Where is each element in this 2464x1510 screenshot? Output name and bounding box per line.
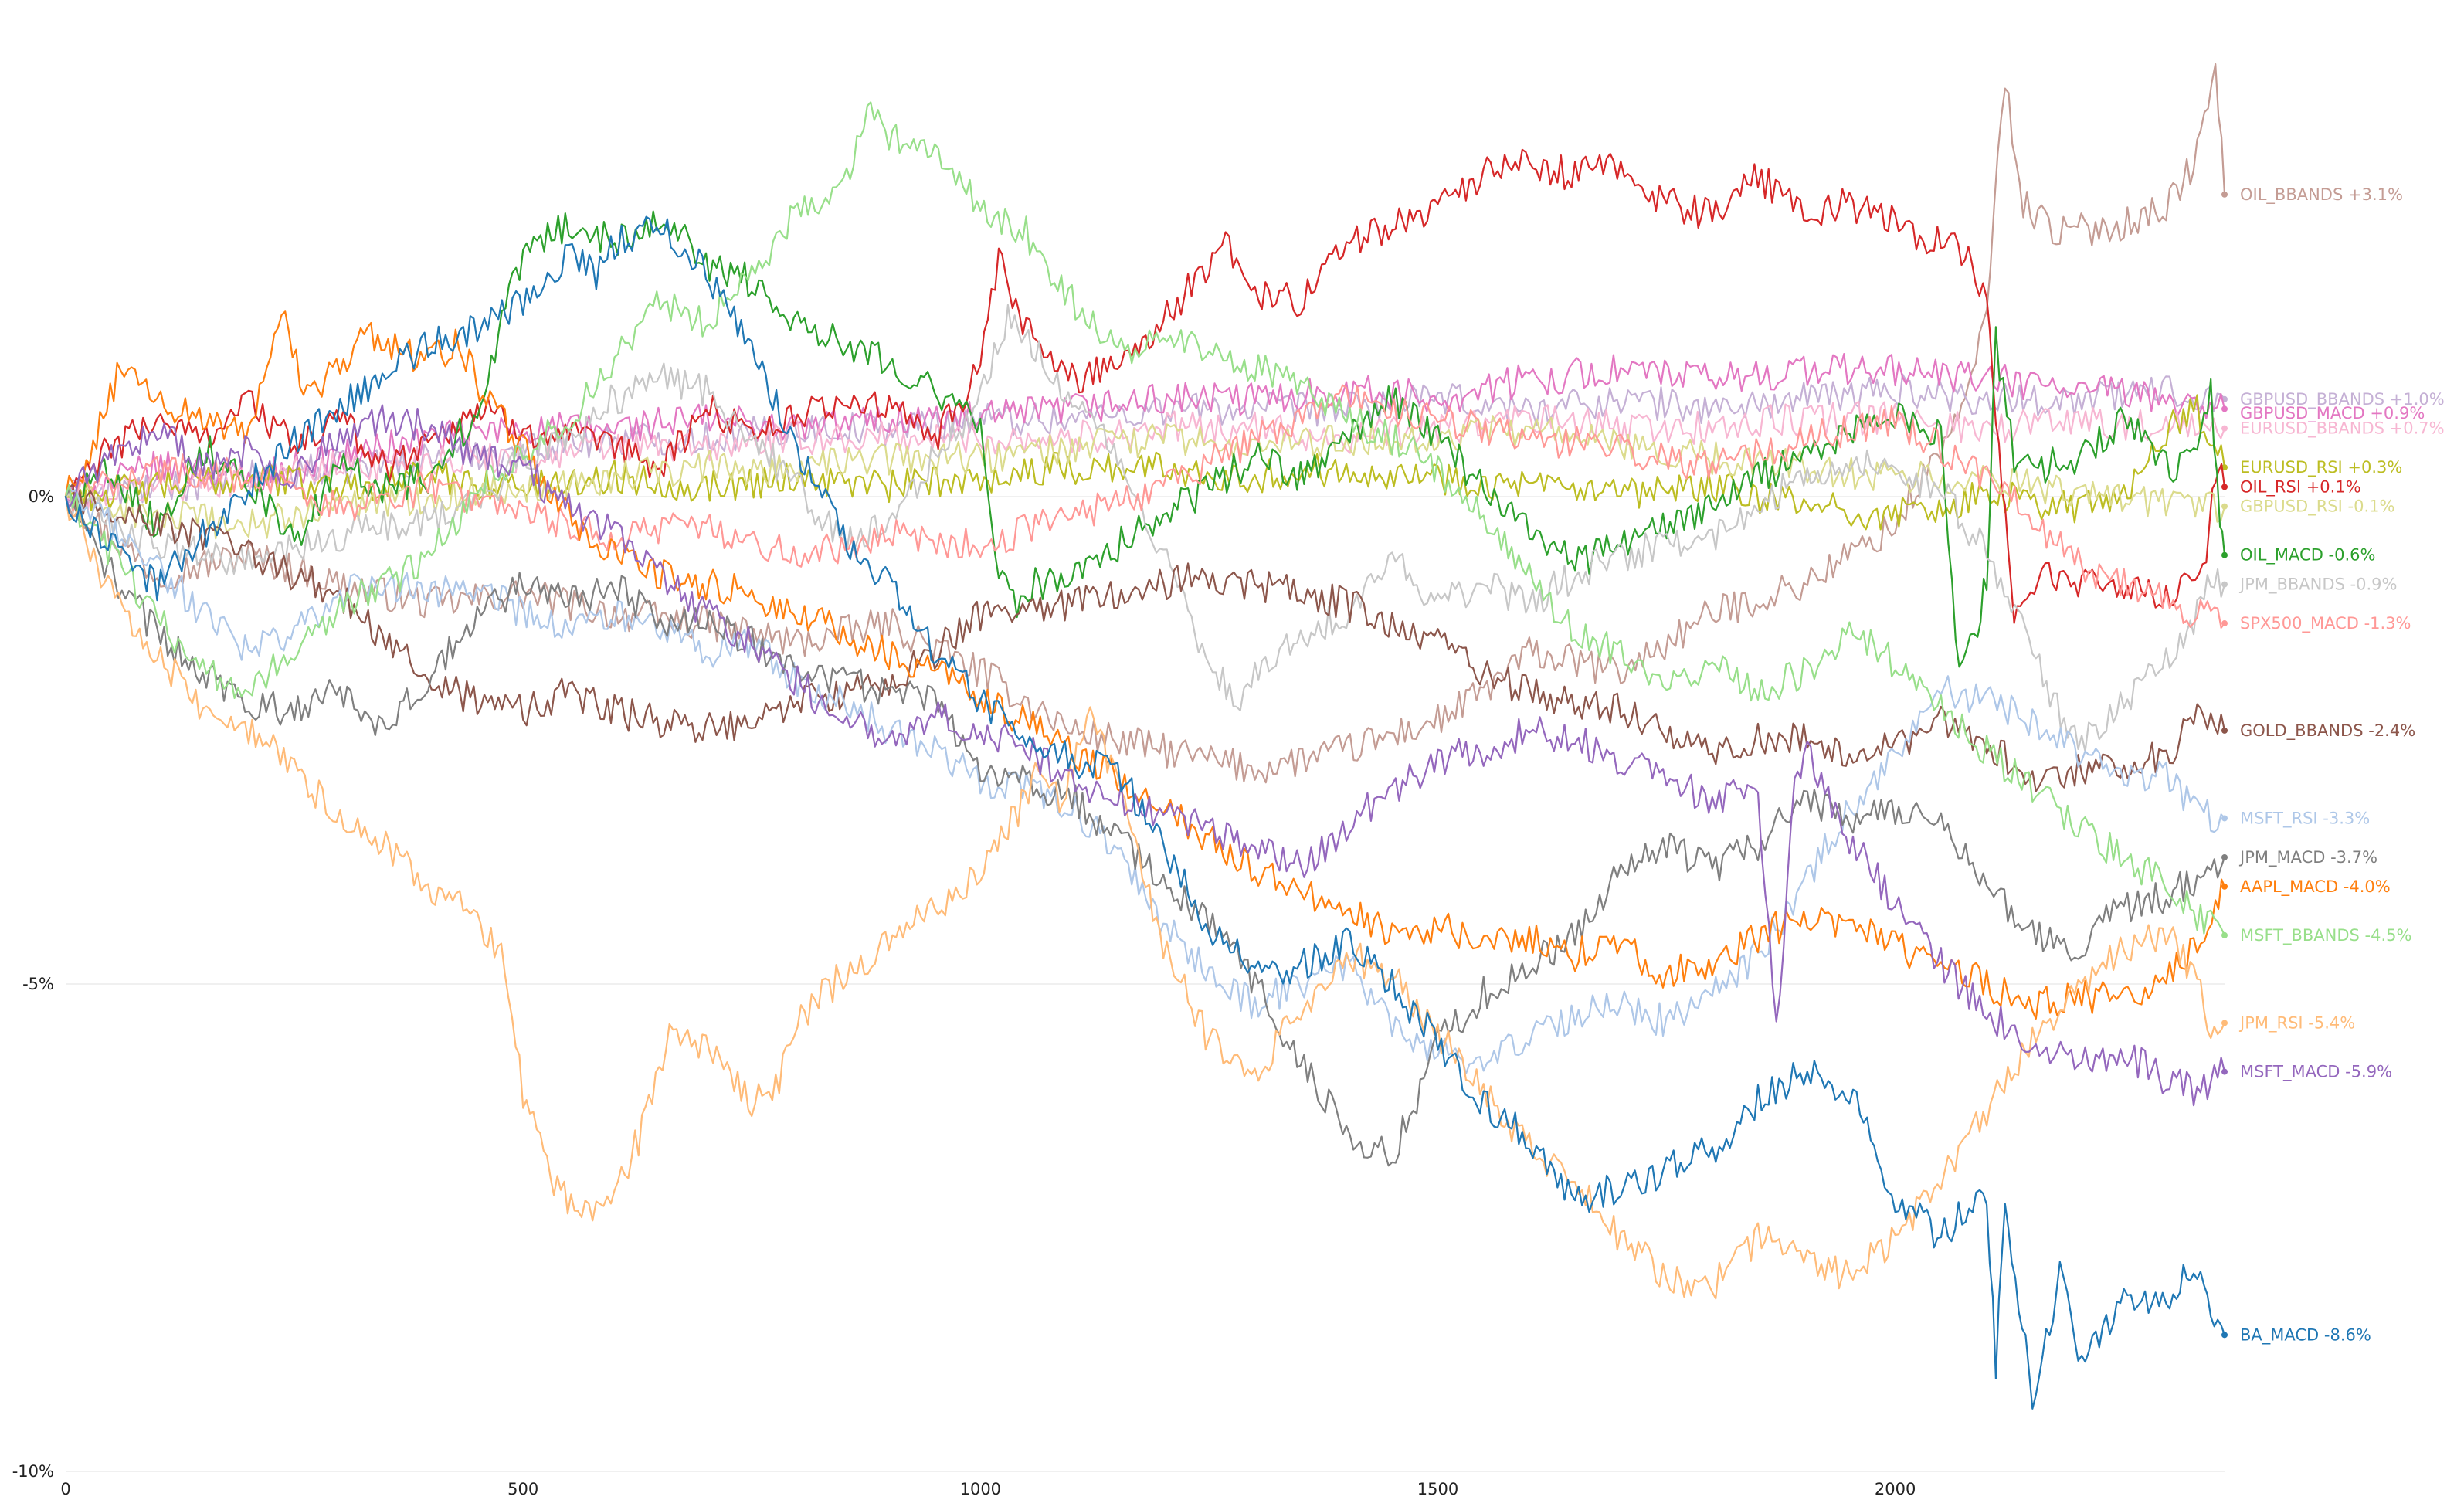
series-end-labels: OIL_BBANDS +3.1%GBPUSD_BBANDS +1.0%GBPUS… bbox=[2238, 185, 2445, 1345]
series-end-marker bbox=[2221, 405, 2228, 412]
series-end-marker bbox=[2221, 1020, 2228, 1026]
series-line-oil-bbands bbox=[64, 63, 2226, 784]
gridlines bbox=[66, 496, 2225, 1472]
series-line-aapl-macd bbox=[64, 310, 2226, 1020]
y-axis-ticks: 0% -5% -10% bbox=[12, 487, 54, 1481]
series-end-marker bbox=[2221, 551, 2228, 558]
series-end-marker bbox=[2221, 883, 2228, 890]
series-end-label: EURUSD_RSI +0.3% bbox=[2240, 458, 2402, 477]
series-lines bbox=[64, 63, 2228, 1410]
x-tick-label: 1500 bbox=[1417, 1480, 1458, 1498]
series-end-marker bbox=[2221, 815, 2228, 822]
series-line-gold-bbands bbox=[64, 484, 2226, 792]
series-end-label: MSFT_BBANDS -4.5% bbox=[2240, 926, 2411, 945]
series-line-jpm-rsi bbox=[64, 495, 2226, 1300]
y-tick-label: -10% bbox=[12, 1462, 54, 1481]
series-end-label: GBPUSD_RSI -0.1% bbox=[2240, 497, 2394, 517]
series-end-marker bbox=[2221, 191, 2228, 198]
series-end-label: JPM_MACD -3.7% bbox=[2238, 848, 2377, 867]
series-end-marker bbox=[2221, 425, 2228, 432]
series-line-gbpusd-bbands bbox=[64, 373, 2226, 510]
series-line-msft-macd bbox=[64, 404, 2226, 1107]
series-end-marker bbox=[2221, 503, 2228, 510]
series-line-jpm-bbands bbox=[64, 304, 2226, 752]
series-end-label: AAPL_MACD -4.0% bbox=[2240, 877, 2391, 897]
series-line-jpm-macd bbox=[64, 488, 2226, 1167]
series-end-marker bbox=[2221, 853, 2228, 860]
x-tick-label: 2000 bbox=[1875, 1480, 1916, 1498]
series-end-label: OIL_MACD -0.6% bbox=[2240, 546, 2375, 565]
series-end-label: GBPUSD_BBANDS +1.0% bbox=[2240, 390, 2445, 409]
series-end-marker bbox=[2221, 581, 2228, 588]
series-end-label: MSFT_MACD -5.9% bbox=[2240, 1063, 2392, 1082]
series-end-marker bbox=[2221, 620, 2228, 627]
series-line-gbpusd-macd bbox=[64, 353, 2226, 506]
series-line-msft-bbands bbox=[64, 101, 2226, 936]
y-tick-label: -5% bbox=[22, 975, 54, 993]
series-end-label: OIL_BBANDS +3.1% bbox=[2240, 185, 2403, 205]
series-end-label: JPM_RSI -5.4% bbox=[2238, 1013, 2355, 1033]
x-axis-ticks: 0 500 1000 1500 2000 bbox=[60, 1480, 1916, 1498]
series-line-ba-macd bbox=[64, 215, 2226, 1410]
series-line-eurusd-rsi bbox=[64, 394, 2226, 531]
series-end-label: GBPUSD_MACD +0.9% bbox=[2240, 404, 2425, 423]
series-end-marker bbox=[2221, 727, 2228, 734]
series-end-marker bbox=[2221, 484, 2228, 490]
series-end-label: GOLD_BBANDS -2.4% bbox=[2240, 721, 2415, 741]
series-end-label: BA_MACD -8.6% bbox=[2240, 1325, 2371, 1345]
series-end-label: MSFT_RSI -3.3% bbox=[2240, 809, 2370, 828]
y-tick-label: 0% bbox=[29, 487, 54, 506]
series-end-label: EURUSD_BBANDS +0.7% bbox=[2240, 419, 2445, 439]
series-end-label: OIL_RSI +0.1% bbox=[2240, 477, 2361, 497]
series-end-marker bbox=[2221, 1332, 2228, 1339]
series-end-label: SPX500_MACD -1.3% bbox=[2240, 614, 2411, 633]
x-tick-label: 500 bbox=[507, 1480, 538, 1498]
x-tick-label: 1000 bbox=[960, 1480, 1001, 1498]
series-end-marker bbox=[2221, 931, 2228, 938]
series-line-spx500-macd bbox=[64, 384, 2226, 629]
series-line-msft-rsi bbox=[64, 487, 2226, 1075]
series-end-marker bbox=[2221, 1068, 2228, 1075]
series-end-label: JPM_BBANDS -0.9% bbox=[2238, 575, 2397, 595]
x-tick-label: 0 bbox=[60, 1480, 70, 1498]
